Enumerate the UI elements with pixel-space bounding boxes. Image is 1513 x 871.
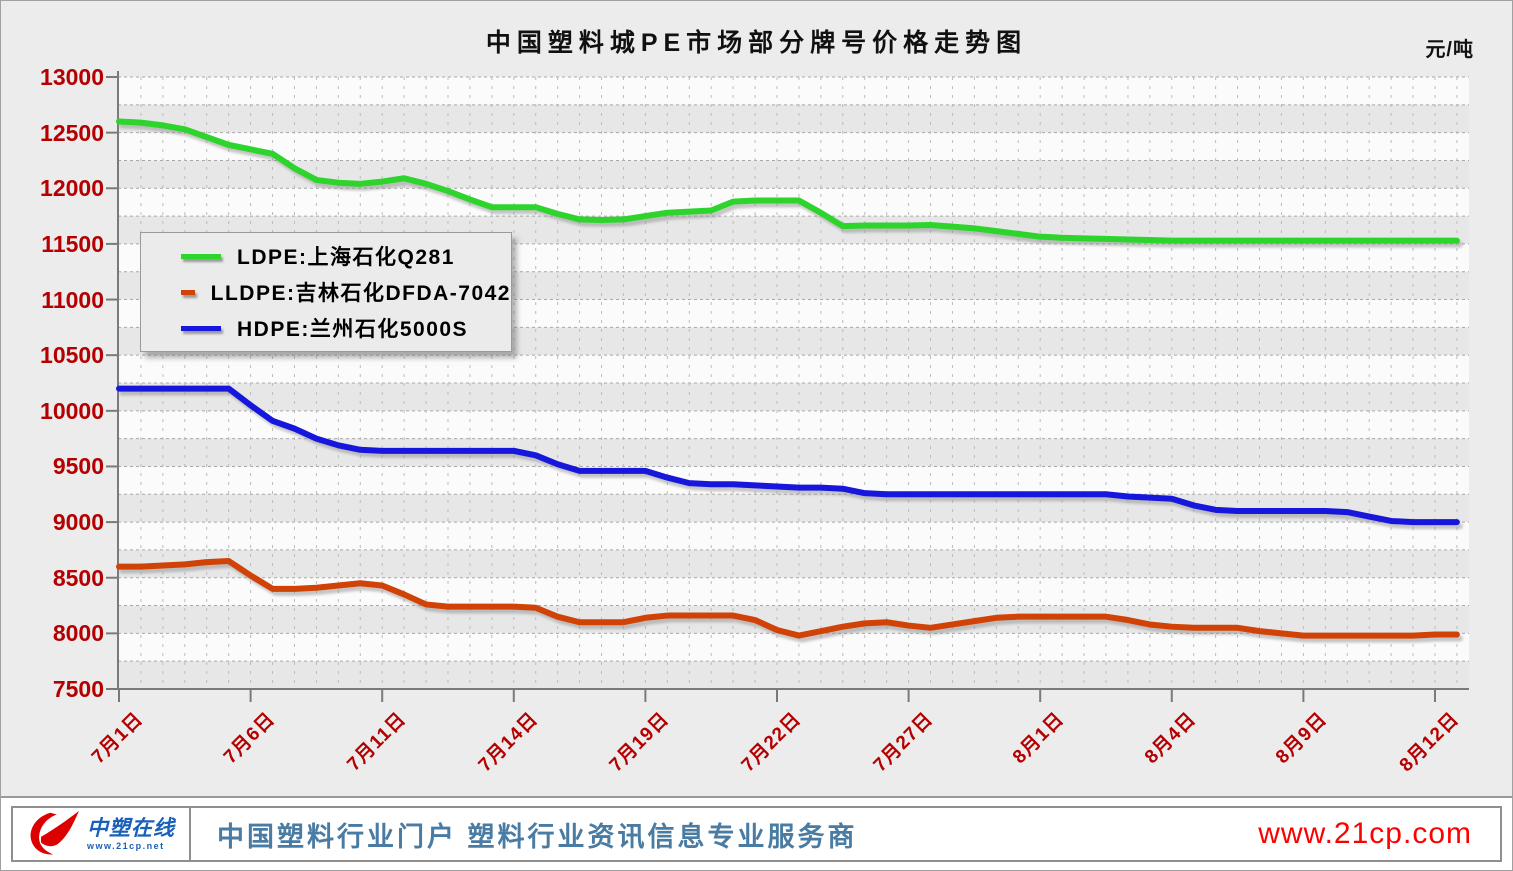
series-line (116, 118, 1460, 244)
legend-item: HDPE:兰州石化5000S (181, 310, 511, 346)
legend-item: LLDPE:吉林石化DFDA-7042 (181, 274, 511, 310)
plot-stripe (118, 104, 1469, 133)
logo-site-url-small: www.21cp.net (87, 840, 165, 851)
chart-panel: 中国塑料城PE市场部分牌号价格走势图 元/吨 LDPE:上海石化Q281 LLDP… (1, 1, 1512, 798)
legend-label: LDPE:上海石化Q281 (237, 246, 455, 269)
y-axis-label: 13000 (40, 64, 104, 90)
y-axis-label: 7500 (52, 676, 104, 702)
logo: 中塑在线 www.21cp.net (13, 808, 191, 860)
series-line (116, 558, 1460, 639)
logo-brand-text: 中塑在线 (87, 816, 175, 840)
series-shadow (119, 389, 1463, 530)
y-axis-label: 12500 (40, 119, 104, 146)
y-axis-label: 12000 (40, 175, 104, 202)
y-axis-label: 11000 (41, 286, 104, 313)
footer: 中塑在线 www.21cp.net 中国塑料行业门户 塑料行业资讯信息专业服务商… (1, 806, 1512, 870)
plot-stripe (118, 549, 1469, 578)
y-axis-label: 10500 (40, 342, 104, 369)
plot-stripe (118, 77, 1469, 105)
y-axis-label: 8000 (52, 620, 104, 647)
legend-swatch (181, 253, 221, 259)
price-trend-chart (106, 71, 1469, 702)
series-shadow (119, 122, 1463, 248)
plot-stripe (118, 522, 1469, 550)
footer-site-url[interactable]: www.21cp.com (1258, 817, 1472, 850)
footer-slogan: 中国塑料行业门户 塑料行业资讯信息专业服务商 (217, 821, 858, 852)
legend: LDPE:上海石化Q281 LLDPE:吉林石化DFDA-7042 HDPE:兰州石… (140, 232, 512, 352)
legend-label: LLDPE:吉林石化DFDA-7042 (210, 282, 511, 305)
plot-stripe (118, 383, 1469, 411)
logo-text: 中塑在线 www.21cp.net (87, 818, 175, 851)
legend-swatch (181, 325, 221, 331)
legend-item: LDPE:上海石化Q281 (181, 238, 511, 274)
series-shadow (119, 562, 1463, 643)
y-axis-label: 10000 (40, 397, 104, 424)
plot-stripe (118, 661, 1469, 689)
y-axis-label: 8500 (52, 564, 104, 591)
plot-stripe (118, 355, 1469, 383)
y-axis-label: 9500 (52, 453, 104, 480)
plot-stripe (118, 410, 1469, 439)
y-axis-label: 11500 (41, 230, 104, 257)
footer-box: 中塑在线 www.21cp.net 中国塑料行业门户 塑料行业资讯信息专业服务商… (11, 806, 1502, 862)
logo-swoosh-icon (30, 810, 79, 855)
plot-stripe (118, 132, 1469, 161)
y-axis-label: 9000 (52, 509, 104, 536)
legend-swatch (181, 289, 195, 295)
legend-label: HDPE:兰州石化5000S (237, 318, 469, 341)
unit-label: 元/吨 (1425, 39, 1474, 61)
series-line (116, 385, 1460, 526)
chart-title: 中国塑料城PE市场部分牌号价格走势图 (485, 29, 1028, 57)
